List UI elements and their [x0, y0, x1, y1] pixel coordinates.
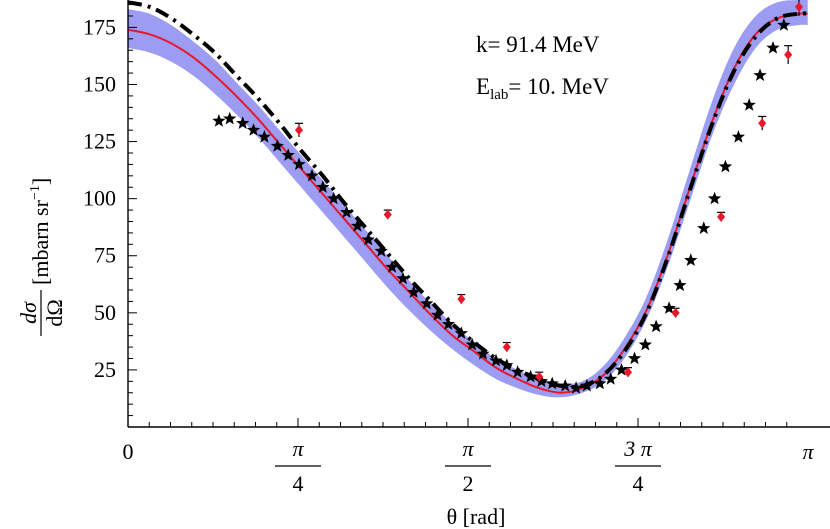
red-data-point: [758, 118, 767, 129]
star-data-point: [684, 253, 698, 266]
y-tick-label: 125: [83, 129, 116, 154]
x-tick-numerator: π: [462, 436, 474, 461]
star-data-point: [223, 111, 237, 125]
star-data-point: [662, 301, 676, 314]
data-points-layer: [212, 0, 803, 394]
star-data-point: [707, 191, 722, 205]
red-data-point: [535, 371, 544, 382]
red-data-point: [457, 294, 466, 305]
star-data-point: [523, 369, 538, 383]
star-data-point: [500, 358, 514, 371]
star-data-point: [766, 41, 780, 54]
star-data-point: [316, 180, 330, 193]
star-data-point: [569, 381, 583, 394]
dash-dot-curve: [127, 0, 808, 390]
axis-ticks: 25 50 75 100 125 150 175 0 π 4 π 2 3 π 4 π: [83, 4, 814, 496]
y-tick-label: 150: [83, 71, 116, 96]
y-axis-label: dσ dΩ [mbarn sr−1]: [16, 178, 67, 336]
star-data-point: [340, 205, 354, 218]
star-data-point: [627, 351, 642, 365]
star-data-point: [292, 157, 306, 171]
red-data-point: [383, 209, 392, 220]
star-data-point: [489, 353, 503, 367]
x-tick-denominator: 4: [293, 471, 304, 496]
annotation-elab-sub: lab: [490, 87, 508, 103]
y-label-unit-exp: −1: [28, 185, 43, 200]
y-tick-label: 100: [83, 186, 116, 211]
uncertainty-band: [128, 0, 808, 398]
star-data-point: [649, 319, 663, 333]
annotation-k: k= 91.4 MeV: [476, 32, 600, 57]
red-data-point: [671, 307, 680, 318]
star-data-point: [361, 232, 375, 246]
red-data-point: [717, 211, 726, 222]
star-data-point: [257, 130, 271, 143]
star-data-point: [593, 376, 607, 390]
red-data-point: [502, 342, 511, 353]
x-tick-label: π: [802, 439, 814, 464]
star-data-point: [777, 18, 791, 31]
star-data-point: [534, 374, 549, 387]
x-tick-numerator: 3 π: [623, 436, 653, 461]
x-tick-denominator: 4: [633, 471, 644, 496]
star-data-point: [350, 219, 365, 232]
star-data-point: [441, 317, 455, 330]
red-data-point: [294, 125, 303, 136]
star-data-point: [614, 362, 629, 376]
star-data-point: [580, 378, 594, 392]
y-label-unit: [mbarn sr−1]: [28, 178, 53, 285]
red-data-point: [624, 367, 633, 378]
star-data-point: [212, 114, 226, 127]
star-data-point: [742, 98, 756, 111]
star-data-point: [246, 123, 261, 136]
star-data-point: [718, 159, 733, 173]
star-data-point: [731, 130, 745, 143]
star-data-point: [638, 337, 652, 351]
y-label-numerator: dσ: [16, 301, 41, 324]
y-label-denominator: dΩ: [42, 299, 67, 326]
red-data-point: [794, 1, 803, 12]
star-data-point: [327, 191, 341, 205]
y-tick-label: 75: [94, 243, 116, 268]
central-curve: [127, 12, 808, 394]
star-data-point: [476, 346, 490, 360]
star-data-point: [236, 116, 250, 129]
star-data-point: [270, 139, 284, 152]
star-data-point: [545, 376, 559, 390]
star-data-point: [281, 148, 295, 161]
star-data-point: [511, 365, 525, 378]
star-data-point: [430, 308, 445, 321]
y-label-unit-close: ]: [28, 178, 53, 185]
x-tick-denominator: 2: [463, 471, 474, 496]
star-data-point: [385, 260, 399, 273]
x-tick-numerator: π: [292, 436, 304, 461]
y-label-unit-text: [mbarn sr: [28, 199, 53, 285]
star-data-point: [753, 68, 767, 81]
star-data-point: [396, 271, 410, 285]
curve-layer: [127, 0, 808, 394]
star-data-point: [558, 378, 572, 392]
star-data-point: [697, 221, 711, 234]
star-data-point: [420, 296, 434, 310]
x-tick-label: 0: [123, 439, 134, 464]
y-tick-label: 50: [94, 300, 116, 325]
annotation-elab-rest: = 10. MeV: [508, 74, 609, 99]
star-data-point: [407, 285, 421, 298]
y-tick-label: 175: [83, 14, 116, 39]
y-tick-label: 25: [94, 357, 116, 382]
red-data-point: [784, 49, 793, 60]
annotation-elab: Elab= 10. MeV: [476, 74, 609, 103]
star-data-point: [374, 244, 388, 257]
star-data-point: [465, 337, 479, 351]
star-data-point: [454, 326, 468, 339]
star-data-point: [604, 372, 618, 385]
star-data-point: [305, 168, 319, 182]
annotation-elab-main: E: [476, 74, 490, 99]
star-data-point: [673, 278, 687, 292]
uncertainty-band-layer: [128, 0, 808, 398]
x-axis-label: θ [rad]: [447, 504, 506, 529]
